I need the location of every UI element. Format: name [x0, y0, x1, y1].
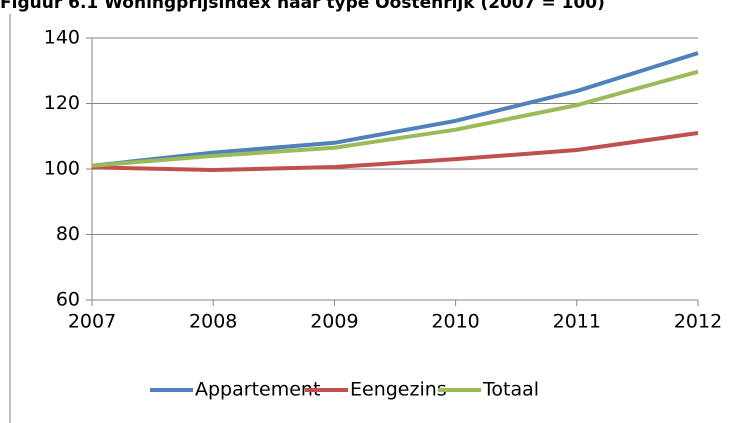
- legend-label: Eengezins: [350, 379, 447, 401]
- x-tick-label: 2008: [189, 311, 237, 333]
- x-tick-label: 2010: [431, 311, 479, 333]
- x-tick-label: 2012: [674, 311, 722, 333]
- y-tick-label: 120: [44, 92, 80, 114]
- y-tick-label: 60: [56, 289, 80, 311]
- series-line: [91, 69, 699, 168]
- x-tick-label: 2007: [68, 311, 116, 333]
- y-tick-label: 80: [56, 223, 80, 245]
- legend-label: Appartement: [195, 379, 320, 401]
- y-tick-label: 140: [44, 27, 80, 49]
- series-line: [91, 130, 699, 172]
- legend-label: Totaal: [482, 379, 539, 401]
- chart-title: Figuur 6.1 Woningprijsindex naar type Oo…: [0, 0, 605, 13]
- series-line: [91, 51, 699, 168]
- x-tick-label: 2009: [310, 311, 358, 333]
- y-tick-label: 100: [44, 158, 80, 180]
- x-tick-label: 2011: [553, 311, 601, 333]
